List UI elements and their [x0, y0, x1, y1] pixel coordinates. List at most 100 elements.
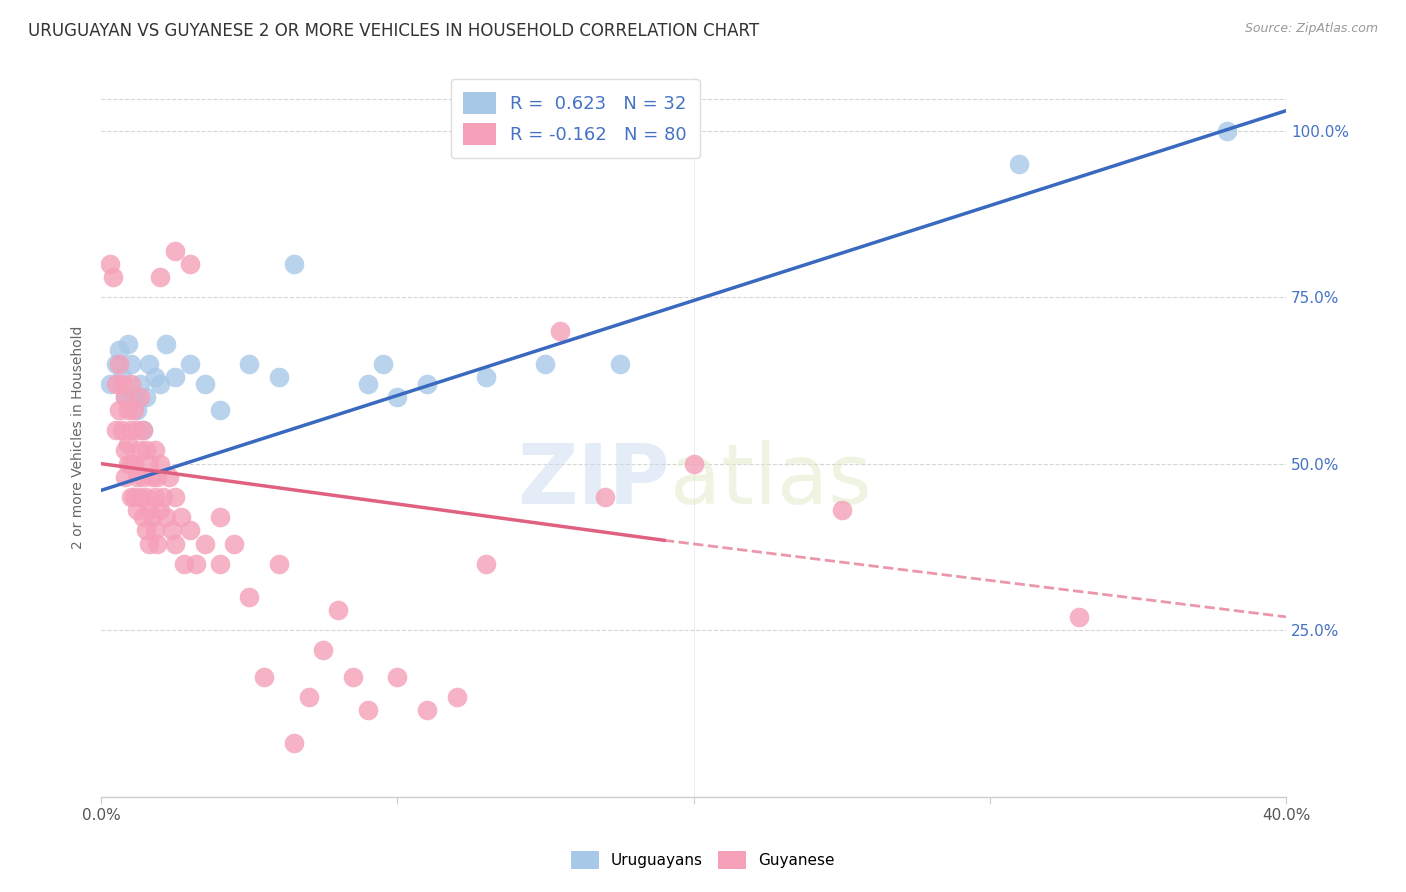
- Text: URUGUAYAN VS GUYANESE 2 OR MORE VEHICLES IN HOUSEHOLD CORRELATION CHART: URUGUAYAN VS GUYANESE 2 OR MORE VEHICLES…: [28, 22, 759, 40]
- Point: [120, 376, 142, 391]
- Point: [1215, 124, 1237, 138]
- Point: [149, 270, 172, 285]
- Point: [155, 510, 177, 524]
- Point: [117, 336, 139, 351]
- Point: [194, 536, 217, 550]
- Point: [146, 470, 169, 484]
- Point: [141, 470, 163, 484]
- Point: [831, 503, 853, 517]
- Point: [131, 510, 153, 524]
- Point: [149, 457, 172, 471]
- Point: [328, 603, 350, 617]
- Point: [165, 370, 187, 384]
- Point: [114, 390, 136, 404]
- Point: [143, 523, 166, 537]
- Point: [141, 510, 163, 524]
- Point: [179, 357, 201, 371]
- Point: [475, 557, 498, 571]
- Text: ZIP: ZIP: [517, 440, 669, 521]
- Point: [135, 443, 157, 458]
- Text: Source: ZipAtlas.com: Source: ZipAtlas.com: [1244, 22, 1378, 36]
- Point: [125, 503, 148, 517]
- Point: [108, 357, 131, 371]
- Point: [267, 557, 290, 571]
- Point: [157, 470, 180, 484]
- Point: [371, 357, 394, 371]
- Point: [297, 690, 319, 704]
- Text: atlas: atlas: [669, 440, 872, 521]
- Point: [208, 557, 231, 571]
- Point: [122, 490, 145, 504]
- Point: [146, 536, 169, 550]
- Point: [117, 436, 139, 450]
- Point: [138, 536, 160, 550]
- Point: [165, 490, 187, 504]
- Point: [122, 403, 145, 417]
- Point: [342, 670, 364, 684]
- Point: [387, 390, 409, 404]
- Point: [155, 336, 177, 351]
- Point: [138, 357, 160, 371]
- Point: [387, 670, 409, 684]
- Point: [108, 343, 131, 358]
- Point: [135, 490, 157, 504]
- Point: [120, 424, 142, 438]
- Point: [267, 370, 290, 384]
- Point: [128, 490, 150, 504]
- Point: [312, 643, 335, 657]
- Point: [138, 457, 160, 471]
- Point: [117, 457, 139, 471]
- Point: [357, 376, 380, 391]
- Point: [135, 390, 157, 404]
- Point: [122, 390, 145, 404]
- Point: [609, 357, 631, 371]
- Point: [238, 590, 260, 604]
- Point: [120, 490, 142, 504]
- Point: [1008, 157, 1031, 171]
- Point: [550, 324, 572, 338]
- Point: [111, 370, 134, 384]
- Point: [120, 357, 142, 371]
- Point: [238, 357, 260, 371]
- Point: [117, 403, 139, 417]
- Point: [682, 457, 704, 471]
- Legend: Uruguayans, Guyanese: Uruguayans, Guyanese: [565, 845, 841, 875]
- Point: [125, 403, 148, 417]
- Point: [416, 703, 439, 717]
- Point: [224, 536, 246, 550]
- Legend: R =  0.623   N = 32, R = -0.162   N = 80: R = 0.623 N = 32, R = -0.162 N = 80: [451, 79, 700, 158]
- Point: [114, 443, 136, 458]
- Point: [165, 536, 187, 550]
- Point: [170, 510, 193, 524]
- Point: [138, 503, 160, 517]
- Point: [122, 457, 145, 471]
- Point: [184, 557, 207, 571]
- Point: [111, 424, 134, 438]
- Point: [98, 376, 121, 391]
- Point: [128, 390, 150, 404]
- Point: [131, 424, 153, 438]
- Point: [111, 376, 134, 391]
- Point: [534, 357, 557, 371]
- Y-axis label: 2 or more Vehicles in Household: 2 or more Vehicles in Household: [72, 326, 86, 549]
- Point: [98, 257, 121, 271]
- Point: [194, 376, 217, 391]
- Point: [208, 403, 231, 417]
- Point: [128, 443, 150, 458]
- Point: [114, 470, 136, 484]
- Point: [128, 376, 150, 391]
- Point: [446, 690, 468, 704]
- Point: [1067, 610, 1090, 624]
- Point: [131, 470, 153, 484]
- Point: [125, 470, 148, 484]
- Point: [173, 557, 195, 571]
- Point: [179, 523, 201, 537]
- Point: [179, 257, 201, 271]
- Point: [162, 523, 184, 537]
- Point: [120, 457, 142, 471]
- Point: [101, 270, 124, 285]
- Point: [131, 424, 153, 438]
- Point: [475, 370, 498, 384]
- Point: [114, 390, 136, 404]
- Point: [416, 376, 439, 391]
